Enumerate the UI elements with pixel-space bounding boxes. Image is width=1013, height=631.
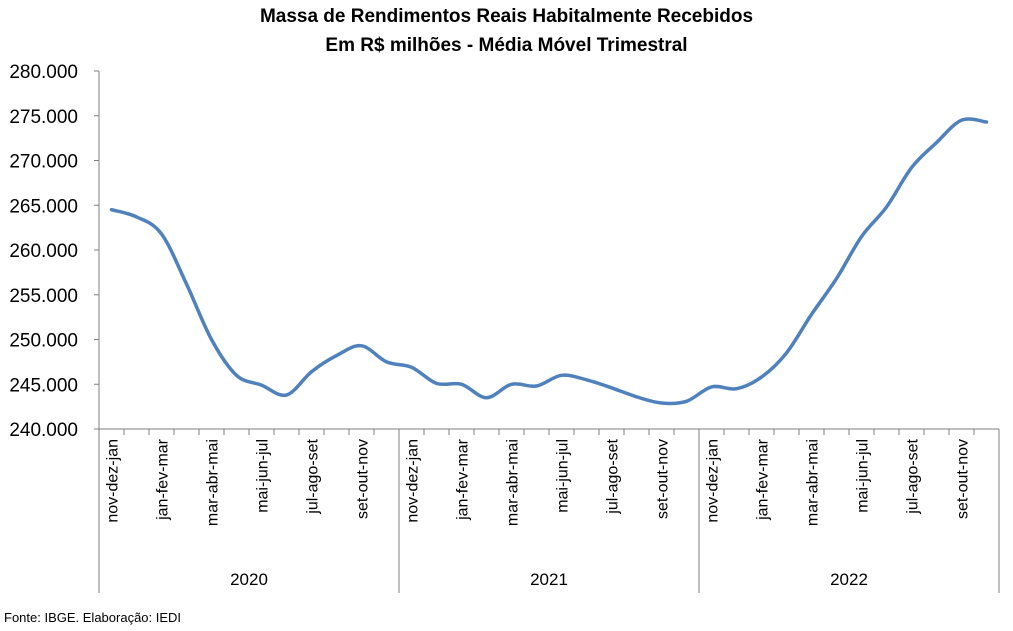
data-point [735, 387, 739, 391]
data-point [310, 370, 314, 374]
data-point [685, 399, 689, 403]
x-tick-label: mar-abr-mai [805, 439, 822, 526]
chart-title: Massa de Rendimentos Reais Habitalmente … [259, 6, 754, 27]
data-point [335, 354, 339, 358]
x-axis: nov-dez-jan jan-fev-mar mar-abr-mai mai-jun… [98, 428, 1000, 593]
x-tick-label: jan-fev-mar [755, 438, 772, 521]
data-point [235, 373, 239, 377]
data-point [635, 395, 639, 399]
x-tick-label: jan-fev-mar [455, 438, 472, 521]
data-point [535, 384, 539, 388]
x-tick-label: set-out-nov [955, 439, 972, 519]
y-tick-label: 250.000 [9, 331, 78, 352]
data-point [510, 382, 514, 386]
x-tick-label: mai-jun-jul [555, 439, 572, 513]
y-tick-label: 255.000 [9, 286, 78, 307]
data-point [935, 141, 939, 145]
x-tick-label: jul-ago-set [605, 438, 622, 514]
x-tick-label: jul-ago-set [905, 438, 922, 514]
data-point [610, 386, 614, 390]
year-label: 2020 [230, 570, 268, 589]
data-point [485, 396, 489, 400]
x-tick-label: jan-fev-mar [155, 438, 172, 521]
data-point [560, 373, 564, 377]
data-point [985, 120, 989, 124]
data-point [810, 312, 814, 316]
x-tick-label: mar-abr-mai [505, 439, 522, 526]
data-point [660, 401, 664, 405]
chart-subtitle: Em R$ milhões - Média Móvel Trimestral [325, 35, 688, 56]
y-tick-label: 265.000 [9, 196, 78, 217]
series-line [109, 117, 989, 406]
x-tick-label: nov-dez-jan [405, 439, 422, 523]
data-point [385, 360, 389, 364]
data-point [260, 383, 264, 387]
x-tick-label: nov-dez-jan [705, 439, 722, 523]
y-tick-label: 260.000 [9, 241, 78, 262]
data-point [835, 277, 839, 281]
y-tick-label: 240.000 [9, 420, 78, 441]
data-point [585, 378, 589, 382]
x-tick-label: mar-abr-mai [205, 439, 222, 526]
year-label: 2021 [530, 570, 568, 589]
data-point [885, 205, 889, 209]
data-point [460, 382, 464, 386]
x-tick-label: set-out-nov [655, 439, 672, 519]
data-point [210, 338, 214, 342]
data-point [135, 215, 139, 219]
x-tick-label: set-out-nov [355, 439, 372, 519]
x-tick-label: mai-jun-jul [255, 439, 272, 513]
y-tick-label: 245.000 [9, 375, 78, 396]
y-tick-label: 280.000 [9, 62, 78, 83]
x-tick-label: nov-dez-jan [105, 439, 122, 523]
data-point [110, 208, 114, 212]
data-point [710, 385, 714, 389]
data-point [285, 393, 289, 397]
data-point [410, 365, 414, 369]
data-point [960, 118, 964, 122]
data-point [785, 351, 789, 355]
x-tick-label: mai-jun-jul [855, 439, 872, 513]
data-point [360, 344, 364, 348]
x-tick-label: jul-ago-set [305, 438, 322, 514]
data-point [760, 375, 764, 379]
year-label: 2022 [830, 570, 868, 589]
data-point [435, 381, 439, 385]
data-point [860, 235, 864, 239]
source-note: Fonte: IBGE. Elaboração: IEDI [4, 610, 182, 625]
plot-area [109, 117, 989, 406]
data-point [910, 166, 914, 170]
data-point [160, 232, 164, 236]
y-axis: 240.000 245.000 250.000 255.000 260.000 265.0… [9, 62, 100, 441]
y-tick-label: 270.000 [9, 152, 78, 173]
y-tick-label: 275.000 [9, 107, 78, 128]
data-point [185, 282, 189, 286]
